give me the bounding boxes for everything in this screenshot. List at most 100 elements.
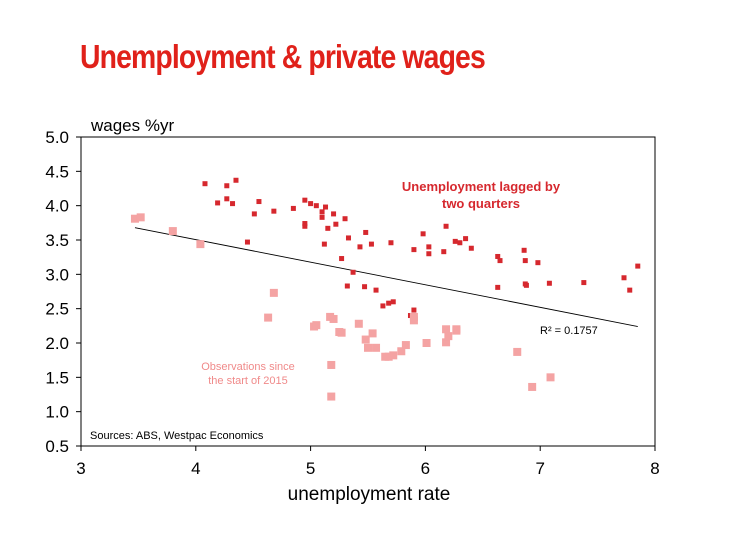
recent-point	[136, 213, 145, 222]
recent-point	[354, 319, 363, 328]
y-tick-label: 4.5	[45, 162, 69, 181]
lagged-point	[443, 223, 449, 229]
lagged-point	[362, 284, 368, 290]
lagged-point	[302, 197, 308, 203]
recent-point	[444, 332, 453, 341]
y-tick-label: 4.0	[45, 197, 69, 216]
y-tick-label: 3.0	[45, 265, 69, 284]
lagged-point	[251, 211, 257, 217]
lagged-point	[452, 238, 458, 244]
x-tick-label: 6	[421, 459, 430, 478]
lagged-point	[350, 269, 356, 275]
lagged-point	[224, 183, 230, 189]
x-tick-label: 7	[535, 459, 544, 478]
y-tick-label: 2.0	[45, 334, 69, 353]
recent-point	[130, 214, 139, 223]
trendline	[134, 227, 638, 327]
lagged-point	[523, 282, 529, 288]
lagged-point	[313, 203, 319, 209]
lagged-point	[411, 247, 417, 253]
recent-point	[327, 392, 336, 401]
lagged-point	[244, 239, 250, 245]
recent-point	[168, 227, 177, 236]
recent-point	[409, 312, 418, 321]
lagged-point	[535, 260, 541, 266]
x-axis-label: unemployment rate	[288, 484, 451, 505]
plot-area-frame	[80, 136, 656, 447]
lagged-point	[302, 223, 308, 229]
lagged-point	[390, 299, 396, 305]
lagged-point	[386, 300, 392, 306]
r-squared-label: R² = 0.1757	[540, 325, 598, 337]
recent-point	[513, 347, 522, 356]
lagged-point	[373, 287, 379, 293]
recent-point	[528, 382, 537, 391]
lagged-point	[521, 247, 527, 253]
y-tick-label: 3.5	[45, 231, 69, 250]
lagged-point	[635, 263, 641, 269]
lagged-point	[380, 303, 386, 309]
recent-point	[361, 335, 370, 344]
y-tick-label: 2.5	[45, 300, 69, 319]
recent-point	[312, 321, 321, 330]
x-tick-label: 3	[76, 459, 85, 478]
lagged-point	[345, 235, 351, 241]
lagged-point	[363, 229, 369, 235]
annotation-recent-line2: the start of 2015	[208, 375, 288, 387]
lagged-point	[420, 231, 426, 237]
lagged-point	[344, 283, 350, 289]
lagged-point	[319, 214, 325, 220]
lagged-point	[339, 256, 345, 262]
y-tick-label: 1.0	[45, 403, 69, 422]
x-tick-label: 5	[306, 459, 315, 478]
recent-point	[337, 328, 346, 337]
recent-point	[397, 347, 406, 356]
lagged-point	[497, 258, 503, 264]
recent-point	[401, 341, 410, 350]
recent-point	[422, 339, 431, 347]
lagged-point	[357, 244, 363, 250]
lagged-point	[621, 275, 627, 281]
y-tick-label: 5.0	[45, 128, 69, 147]
lagged-point	[342, 216, 348, 222]
lagged-point	[457, 240, 463, 246]
annotation-recent-line1: Observations since	[201, 361, 295, 373]
lagged-point	[215, 200, 221, 206]
slide-title: Unemployment & private wages	[80, 38, 486, 75]
lagged-point	[441, 249, 447, 255]
lagged-point	[323, 204, 329, 210]
recent-point	[384, 352, 393, 361]
lagged-point	[333, 221, 339, 227]
recent-point	[264, 313, 273, 322]
y-axis-label: wages %yr	[90, 116, 174, 135]
lagged-point	[256, 199, 262, 205]
recent-point	[372, 343, 381, 352]
recent-point	[364, 343, 372, 352]
lagged-point	[426, 251, 432, 257]
recent-point	[546, 373, 555, 382]
lagged-point	[319, 209, 325, 215]
lagged-point	[411, 307, 417, 313]
lagged-point	[308, 201, 314, 207]
lagged-point	[388, 240, 394, 246]
x-tick-label: 8	[650, 459, 659, 478]
lagged-point	[325, 225, 331, 231]
lagged-point	[522, 258, 528, 264]
recent-point	[452, 326, 461, 335]
annotation-lagged-line2: two quarters	[442, 196, 520, 211]
lagged-point	[495, 253, 501, 259]
annotation-lagged-line1: Unemployment lagged by	[402, 179, 561, 194]
lagged-point	[368, 241, 374, 247]
lagged-point	[233, 177, 239, 183]
lagged-point	[426, 244, 432, 250]
lagged-point	[331, 211, 337, 217]
recent-point	[327, 360, 336, 369]
recent-point	[368, 329, 377, 338]
lagged-point	[224, 196, 230, 202]
recent-point	[269, 288, 278, 297]
recent-point	[442, 338, 451, 347]
lagged-point	[581, 280, 587, 286]
source-note: Sources: ABS, Westpac Economics	[90, 430, 264, 442]
recent-point	[442, 325, 451, 334]
